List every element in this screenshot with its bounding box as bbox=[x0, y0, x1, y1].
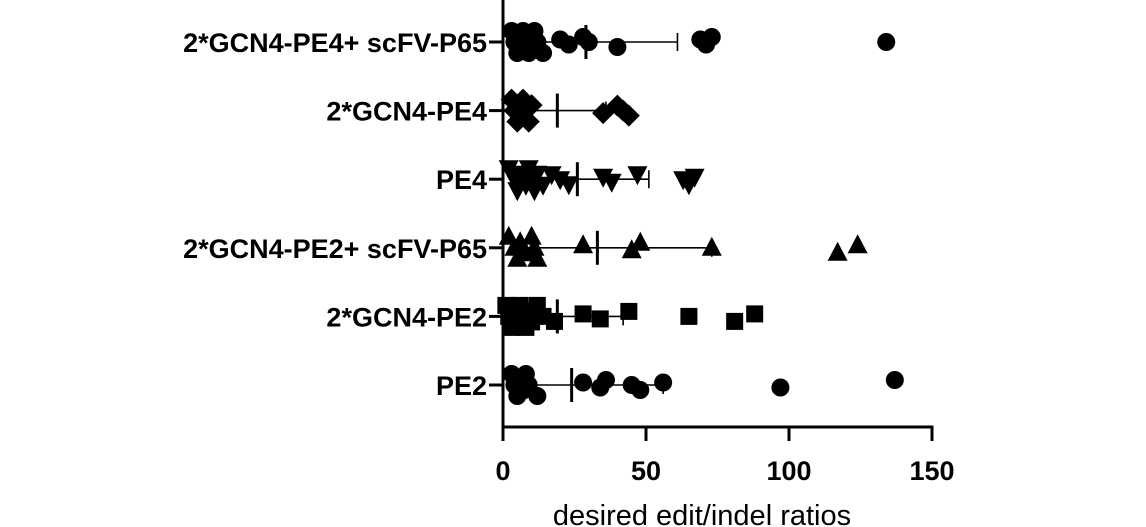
point-5-15 bbox=[885, 371, 904, 389]
error-bars bbox=[505, 25, 713, 402]
x-axis-title: desired edit/indel ratios bbox=[553, 500, 851, 527]
point-3-10 bbox=[630, 231, 651, 251]
point-5-7 bbox=[528, 387, 547, 405]
category-labels: 2*GCN4-PE4+ scFV-P65 2*GCN4-PE4 PE4 2*GC… bbox=[183, 28, 487, 401]
point-3-2 bbox=[507, 247, 528, 267]
point-2-0 bbox=[498, 160, 519, 180]
data-points bbox=[497, 22, 904, 405]
point-1-0 bbox=[500, 88, 523, 111]
point-2-10 bbox=[541, 166, 562, 186]
point-1-7 bbox=[517, 110, 540, 133]
point-2-13 bbox=[593, 168, 614, 188]
point-1-8 bbox=[520, 94, 543, 117]
x-axis-ticks: 0 50 100 150 bbox=[495, 456, 954, 486]
point-3-8 bbox=[573, 234, 594, 254]
point-4-14 bbox=[591, 310, 609, 328]
x-tick-label-0: 0 bbox=[495, 456, 510, 486]
x-tick-label-1: 50 bbox=[631, 456, 661, 486]
point-2-8 bbox=[527, 165, 548, 185]
point-0-21 bbox=[877, 33, 896, 51]
point-0-17 bbox=[608, 38, 627, 56]
point-4-16 bbox=[680, 307, 698, 325]
point-4-12 bbox=[545, 312, 563, 330]
x-tick-label-2: 100 bbox=[766, 456, 811, 486]
point-5-12 bbox=[631, 381, 650, 399]
point-0-20 bbox=[702, 28, 721, 46]
point-3-6 bbox=[524, 236, 545, 256]
category-label-4: 2*GCN4-PE2 bbox=[326, 302, 487, 332]
point-5-10 bbox=[596, 371, 615, 389]
point-2-18 bbox=[684, 168, 705, 188]
point-2-5 bbox=[518, 160, 539, 180]
point-2-12 bbox=[558, 176, 579, 196]
point-3-5 bbox=[521, 225, 542, 245]
point-2-15 bbox=[627, 166, 648, 186]
category-label-0: 2*GCN4-PE4+ scFV-P65 bbox=[183, 28, 487, 58]
axes bbox=[489, 0, 934, 441]
point-4-18 bbox=[746, 305, 764, 323]
category-label-2: PE4 bbox=[436, 165, 487, 195]
point-3-12 bbox=[827, 241, 848, 261]
point-0-16 bbox=[579, 33, 598, 51]
category-label-1: 2*GCN4-PE4 bbox=[326, 97, 487, 127]
point-4-13 bbox=[574, 305, 592, 323]
point-3-7 bbox=[527, 247, 548, 267]
point-3-13 bbox=[847, 234, 868, 254]
point-2-14 bbox=[601, 173, 622, 193]
point-2-9 bbox=[533, 176, 554, 196]
point-3-4 bbox=[515, 242, 536, 262]
point-0-12 bbox=[534, 44, 553, 62]
point-4-17 bbox=[726, 312, 744, 330]
x-tick-label-3: 150 bbox=[909, 456, 954, 486]
point-2-11 bbox=[550, 171, 571, 191]
point-3-11 bbox=[701, 236, 722, 256]
point-0-14 bbox=[559, 35, 578, 54]
point-1-12 bbox=[617, 104, 640, 127]
point-5-8 bbox=[574, 373, 593, 392]
category-label-5: PE2 bbox=[436, 371, 487, 401]
point-5-14 bbox=[771, 378, 790, 397]
point-4-15 bbox=[620, 302, 638, 320]
point-5-13 bbox=[654, 373, 673, 392]
category-label-3: 2*GCN4-PE2+ scFV-P65 bbox=[183, 234, 487, 264]
